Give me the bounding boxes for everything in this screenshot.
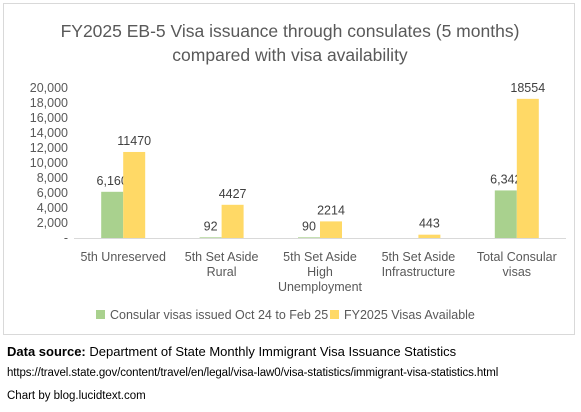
data-source-url[interactable]: https://travel.state.gov/content/travel/… bbox=[7, 367, 499, 379]
data-label: 6,342 bbox=[490, 172, 521, 186]
y-tick-label: 20,000 bbox=[30, 81, 68, 95]
x-category-label: Infrastructure bbox=[382, 265, 456, 279]
legend-swatch-consular-issued bbox=[96, 310, 105, 319]
x-category-label: 5th Set Aside bbox=[382, 250, 456, 264]
x-category-label: 5th Set Aside bbox=[185, 250, 259, 264]
data-label: 6,160 bbox=[97, 174, 128, 188]
data-source-line: Data source: Department of State Monthly… bbox=[7, 344, 456, 359]
x-category-label: 5th Unreserved bbox=[80, 250, 166, 264]
x-category-label: High bbox=[307, 265, 333, 279]
y-tick-label: 2,000 bbox=[37, 216, 68, 230]
x-category-label: Total Consular bbox=[477, 250, 557, 264]
bar-visas-available bbox=[221, 204, 244, 238]
legend-swatch-visas-available bbox=[330, 310, 339, 319]
data-source-label: Data source: bbox=[7, 344, 86, 359]
data-label: 18554 bbox=[510, 81, 545, 95]
chart-frame: FY2025 EB-5 Visa issuance through consul… bbox=[3, 3, 575, 335]
chart-plot: -2,0004,0006,0008,00010,00012,00014,0001… bbox=[30, 81, 566, 322]
y-tick-label: 16,000 bbox=[30, 111, 68, 125]
y-tick-label: 14,000 bbox=[30, 126, 68, 140]
y-tick-label: 18,000 bbox=[30, 96, 68, 110]
x-category-label: Unemployment bbox=[278, 280, 363, 294]
bar-visas-available bbox=[516, 98, 539, 238]
bar-visas-available bbox=[320, 221, 342, 238]
y-tick-label: - bbox=[64, 231, 68, 245]
data-label: 90 bbox=[302, 219, 316, 233]
y-tick-label: 10,000 bbox=[30, 156, 68, 170]
data-label: 11470 bbox=[117, 134, 151, 148]
y-tick-label: 4,000 bbox=[37, 201, 68, 215]
data-label: 4427 bbox=[219, 187, 247, 201]
chart-credit: Chart by blog.lucidtext.com bbox=[7, 390, 146, 402]
bar-consular-issued bbox=[101, 191, 124, 238]
x-category-label: Rural bbox=[207, 265, 237, 279]
y-tick-label: 6,000 bbox=[37, 186, 68, 200]
bar-consular-issued bbox=[298, 237, 320, 238]
data-label: 2214 bbox=[317, 203, 345, 217]
chart-title-line-1: FY2025 EB-5 Visa issuance through consul… bbox=[60, 21, 520, 41]
data-label: 92 bbox=[204, 219, 218, 233]
y-tick-label: 8,000 bbox=[37, 171, 68, 185]
data-source-text: Department of State Monthly Immigrant Vi… bbox=[85, 344, 457, 359]
legend-label: FY2025 Visas Available bbox=[344, 308, 475, 322]
data-label: 443 bbox=[419, 217, 440, 231]
y-tick-label: 12,000 bbox=[30, 141, 68, 155]
bar-consular-issued bbox=[494, 190, 517, 238]
bar-visas-available bbox=[418, 234, 441, 238]
x-category-label: 5th Set Aside bbox=[283, 250, 357, 264]
x-category-label: visas bbox=[503, 265, 531, 279]
bar-consular-issued bbox=[199, 237, 222, 238]
chart-title-line-2: compared with visa availability bbox=[172, 45, 408, 65]
bar-visas-available bbox=[123, 151, 146, 238]
legend-label: Consular visas issued Oct 24 to Feb 25 bbox=[110, 308, 328, 322]
